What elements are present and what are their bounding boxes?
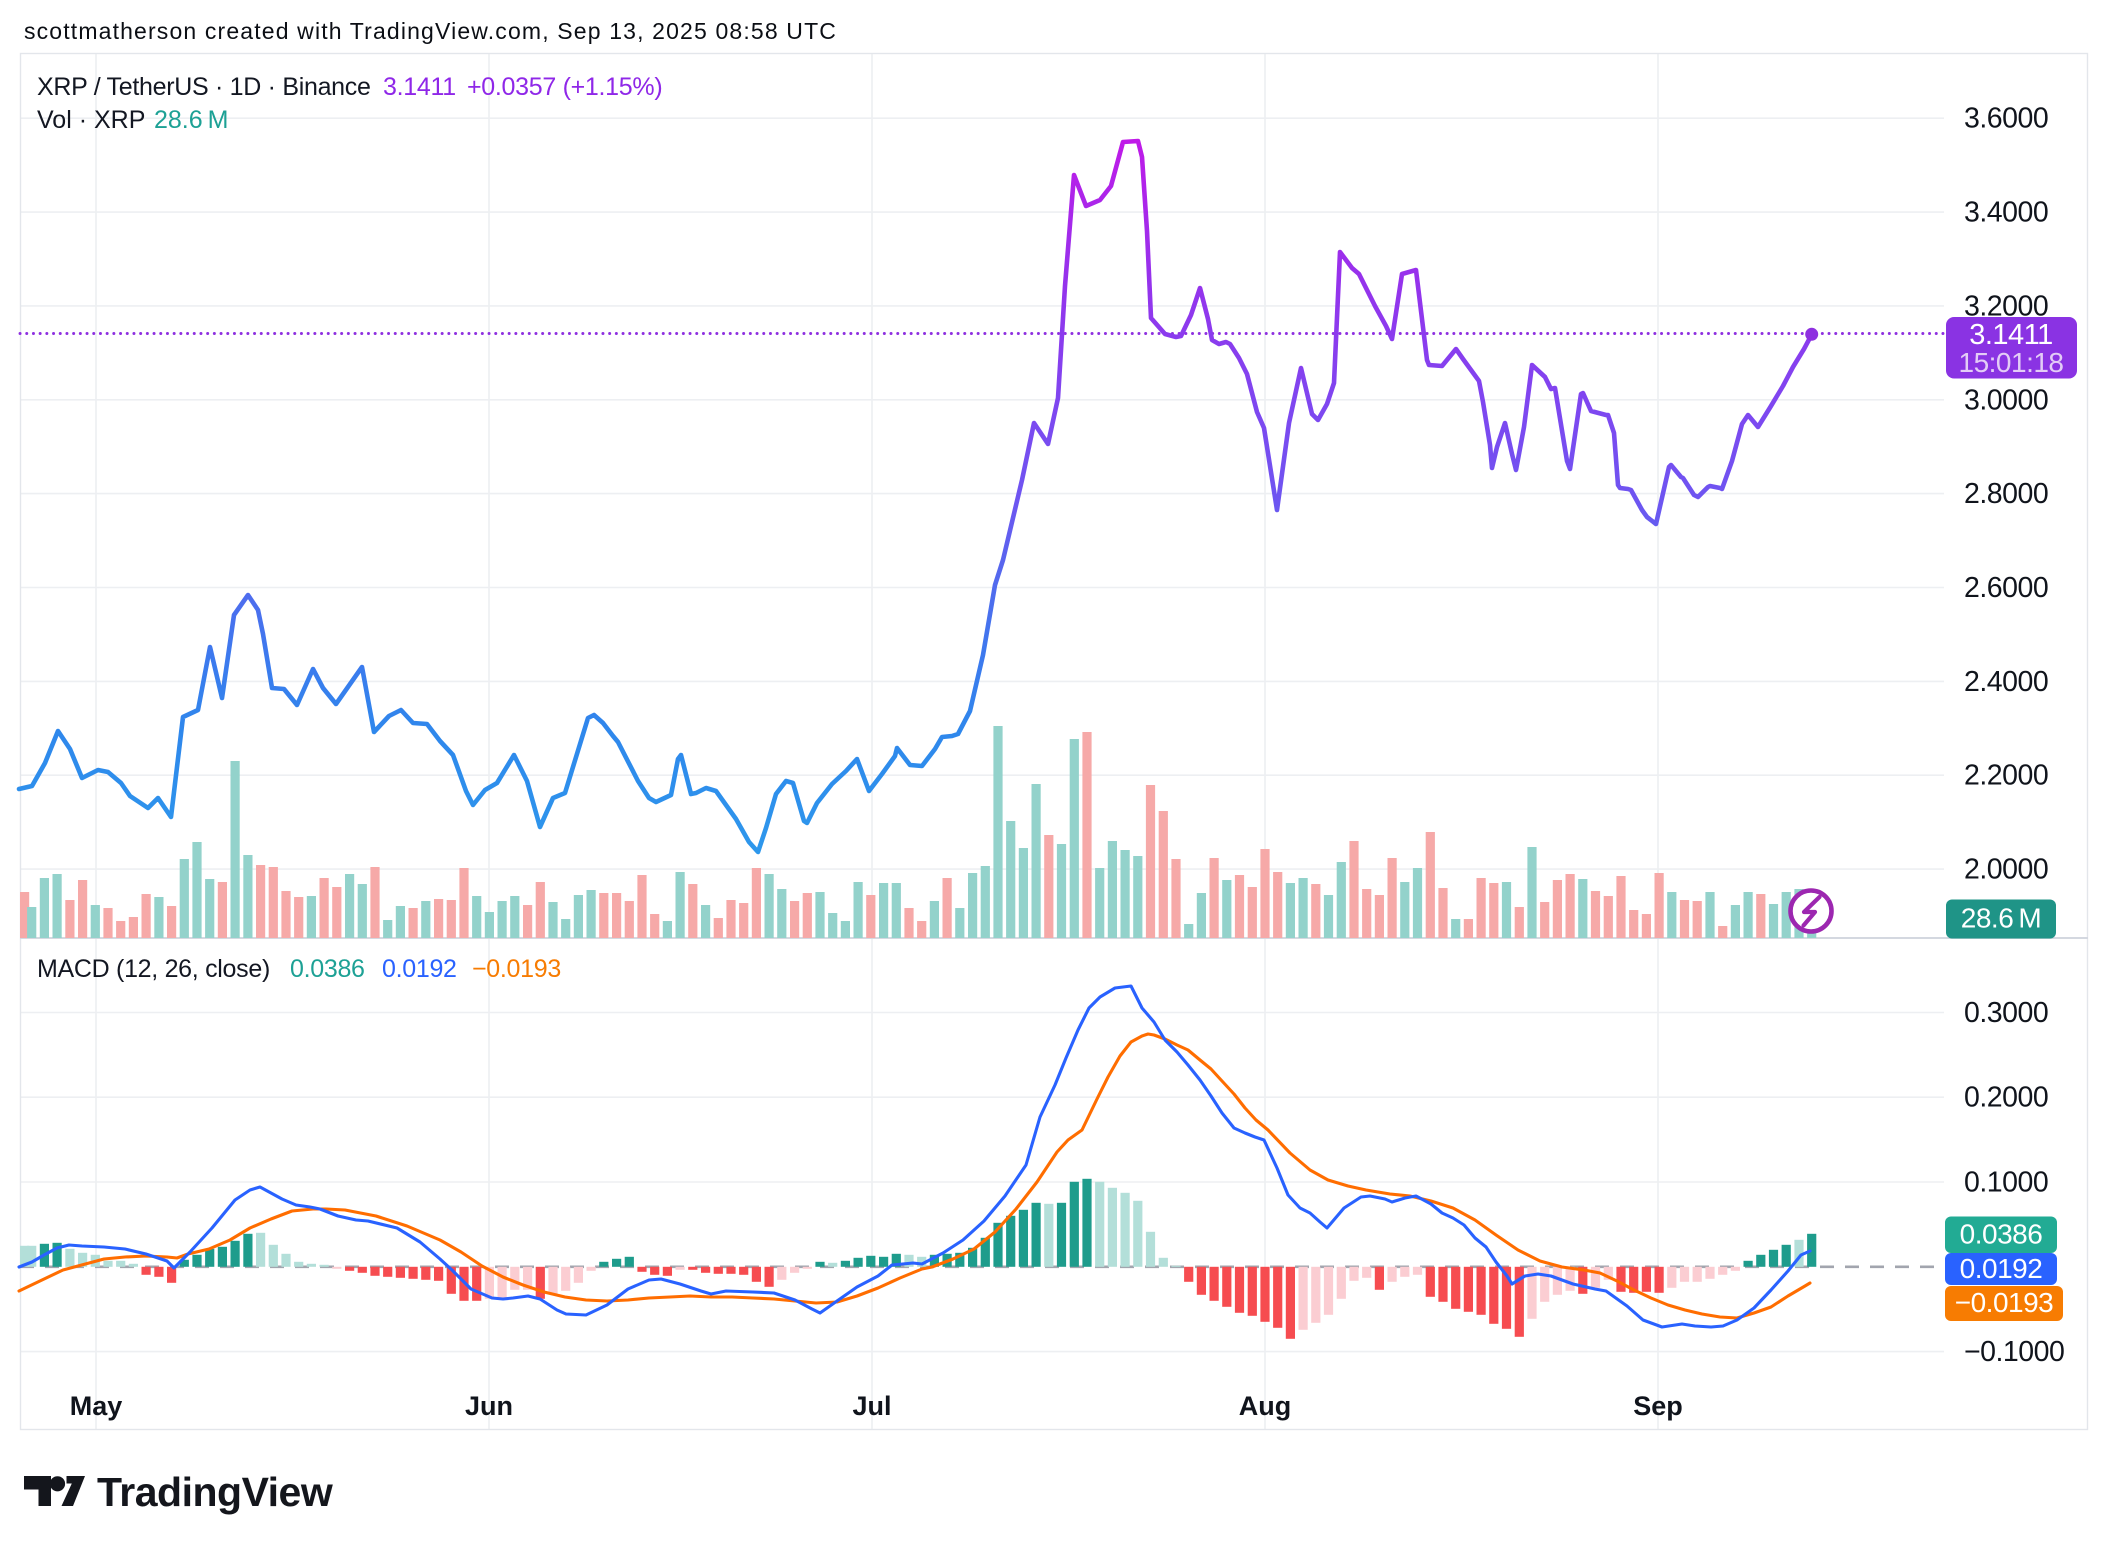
svg-text:scottmatherson created with Tr: scottmatherson created with TradingView.…: [24, 18, 837, 44]
svg-text:3.0000: 3.0000: [1964, 384, 2048, 416]
svg-text:Jun: Jun: [465, 1391, 513, 1421]
svg-text:0.1000: 0.1000: [1964, 1167, 2048, 1199]
svg-text:Aug: Aug: [1239, 1391, 1291, 1421]
svg-text:3.1411: 3.1411: [1969, 319, 2053, 351]
svg-text:2.2000: 2.2000: [1964, 760, 2048, 792]
svg-text:TradingView: TradingView: [97, 1469, 333, 1515]
svg-text:−0.1000: −0.1000: [1964, 1336, 2064, 1368]
svg-text:2.6000: 2.6000: [1964, 572, 2048, 604]
svg-text:Sep: Sep: [1633, 1391, 1683, 1421]
svg-text:3.4000: 3.4000: [1964, 197, 2048, 229]
svg-text:−0.0193: −0.0193: [1955, 1287, 2054, 1318]
svg-text:3.6000: 3.6000: [1964, 103, 2048, 135]
svg-text:0.0192: 0.0192: [1960, 1253, 2043, 1284]
svg-text:15:01:18: 15:01:18: [1959, 347, 2064, 378]
svg-text:0.0386: 0.0386: [1960, 1219, 2043, 1250]
svg-text:28.6 M: 28.6 M: [1961, 903, 2041, 934]
svg-text:0.3000: 0.3000: [1964, 997, 2048, 1029]
svg-text:Jul: Jul: [852, 1391, 891, 1421]
svg-text:2.8000: 2.8000: [1964, 478, 2048, 510]
svg-text:0.2000: 0.2000: [1964, 1082, 2048, 1114]
svg-text:May: May: [70, 1391, 123, 1421]
svg-text:2.0000: 2.0000: [1964, 854, 2048, 886]
svg-text:2.4000: 2.4000: [1964, 666, 2048, 698]
